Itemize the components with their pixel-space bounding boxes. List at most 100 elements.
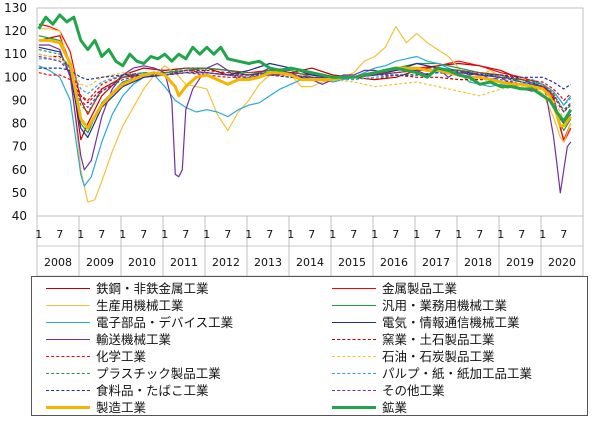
- y-tick-label: 70: [12, 140, 27, 154]
- legend-label: 金属製品工業: [382, 281, 458, 296]
- month-tick-label: 7: [98, 228, 105, 241]
- y-tick-label: 90: [12, 93, 27, 107]
- month-tick-label: 7: [560, 228, 567, 241]
- legend-item: パルプ・紙・紙加工品工業: [332, 365, 532, 382]
- legend-item: 電気・情報通信機械工業: [332, 314, 520, 331]
- year-label: 2012: [212, 256, 240, 269]
- month-tick-label: 1: [413, 228, 420, 241]
- legend-label: 電子部品・デバイス工業: [96, 315, 234, 330]
- legend-swatch: [46, 288, 90, 289]
- legend-label: 化学工業: [96, 349, 147, 364]
- legend-item: 化学工業: [46, 348, 146, 365]
- y-tick-label: 60: [12, 163, 27, 177]
- year-label: 2020: [548, 256, 576, 269]
- series-line: [38, 38, 572, 130]
- legend-label: 食料品・たばこ工業: [96, 383, 209, 398]
- legend-swatch: [332, 339, 376, 340]
- y-tick-label: 50: [12, 186, 27, 200]
- plot-frame: [36, 7, 584, 217]
- plot-area: [36, 7, 584, 217]
- series-line: [38, 25, 572, 203]
- year-label: 2010: [128, 256, 156, 269]
- series-line: [38, 55, 572, 113]
- legend-label: 窯業・土石製品工業: [382, 332, 495, 347]
- y-tick-label: 100: [4, 70, 27, 84]
- legend-swatch: [46, 356, 90, 357]
- month-tick-label: 1: [203, 228, 210, 241]
- y-tick-label: 130: [4, 1, 27, 15]
- month-tick-label: 1: [497, 228, 504, 241]
- legend-swatch: [332, 406, 376, 409]
- legend-swatch: [332, 373, 376, 374]
- y-tick-label: 40: [12, 209, 27, 223]
- y-tick-label: 110: [4, 47, 27, 61]
- legend-item: 汎用・業務用機械工業: [332, 297, 507, 314]
- legend-label: 製造工業: [96, 400, 147, 415]
- legend-swatch: [332, 356, 376, 357]
- legend: 鉄鋼・非鉄金属工業 金属製品工業生産用機械工業 汎用・業務用機械工業電子部品・デバイ…: [31, 276, 588, 416]
- legend-label: その他工業: [382, 383, 445, 398]
- legend-label: 鉱業: [382, 400, 408, 415]
- month-tick-label: 7: [308, 228, 315, 241]
- legend-label: パルプ・紙・紙加工品工業: [382, 366, 533, 381]
- legend-label: 輸送機械工業: [96, 332, 172, 347]
- legend-item: 電子部品・デバイス工業: [46, 314, 233, 331]
- legend-item: 窯業・土石製品工業: [332, 331, 495, 348]
- legend-label: 生産用機械工業: [96, 298, 184, 313]
- legend-label: 石油・石炭製品工業: [382, 349, 495, 364]
- year-label: 2013: [254, 256, 282, 269]
- legend-item: 輸送機械工業: [46, 331, 171, 348]
- year-label: 2019: [506, 256, 534, 269]
- y-axis: 40 50 60 70 80 90 100 110 120 130: [4, 1, 27, 223]
- year-label: 2015: [338, 256, 366, 269]
- month-tick-label: 7: [518, 228, 525, 241]
- legend-swatch: [332, 305, 376, 306]
- legend-swatch: [332, 288, 376, 289]
- legend-swatch: [332, 390, 376, 391]
- series-line: [38, 46, 572, 138]
- x-axis: 1 7 2008 1 7 2009 1 7 2010 1 7 2011 1 7 2012 1 7 2013 1 7 20…: [35, 216, 584, 276]
- legend-swatch: [46, 305, 90, 306]
- year-label: 2011: [170, 256, 198, 269]
- month-tick-label: 1: [287, 228, 294, 241]
- legend-item: 生産用機械工業: [46, 297, 184, 314]
- line-chart: 40 50 60 70 80 90 100 110 120 130 1 7 2008 1 7 2009 1 7 2…: [4, 1, 584, 276]
- month-tick-label: 7: [266, 228, 273, 241]
- month-tick-label: 7: [476, 228, 483, 241]
- series-line: [38, 35, 572, 134]
- month-tick-label: 1: [119, 228, 126, 241]
- month-tick-label: 7: [140, 228, 147, 241]
- series-line: [38, 44, 572, 194]
- legend-swatch: [46, 373, 90, 374]
- year-label: 2017: [422, 256, 450, 269]
- legend-swatch: [46, 339, 90, 340]
- month-tick-label: 1: [245, 228, 252, 241]
- y-tick-label: 120: [4, 24, 27, 38]
- legend-label: プラスチック製品工業: [96, 366, 221, 381]
- legend-item: 金属製品工業: [332, 280, 457, 297]
- legend-swatch: [46, 406, 90, 409]
- year-label: 2018: [464, 256, 492, 269]
- legend-item: プラスチック製品工業: [46, 365, 221, 382]
- month-tick-label: 7: [182, 228, 189, 241]
- legend-swatch: [332, 322, 376, 323]
- series-line: [37, 13, 573, 123]
- month-tick-label: 1: [77, 228, 84, 241]
- year-label: 2009: [86, 256, 114, 269]
- y-tick-label: 80: [12, 117, 27, 131]
- legend-item: 鉄鋼・非鉄金属工業: [46, 280, 209, 297]
- month-tick-label: 1: [371, 228, 378, 241]
- month-tick-label: 1: [455, 228, 462, 241]
- month-tick-label: 7: [434, 228, 441, 241]
- month-tick-label: 1: [539, 228, 546, 241]
- legend-swatch: [46, 390, 90, 391]
- year-label: 2008: [44, 256, 72, 269]
- series-line: [38, 67, 572, 90]
- legend-label: 電気・情報通信機械工業: [382, 315, 520, 330]
- legend-item: 石油・石炭製品工業: [332, 348, 495, 365]
- month-tick-label: 7: [224, 228, 231, 241]
- legend-item: 鉱業: [332, 399, 407, 416]
- legend-label: 鉄鋼・非鉄金属工業: [96, 281, 209, 296]
- month-tick-label: 7: [350, 228, 357, 241]
- legend-item: その他工業: [332, 382, 445, 399]
